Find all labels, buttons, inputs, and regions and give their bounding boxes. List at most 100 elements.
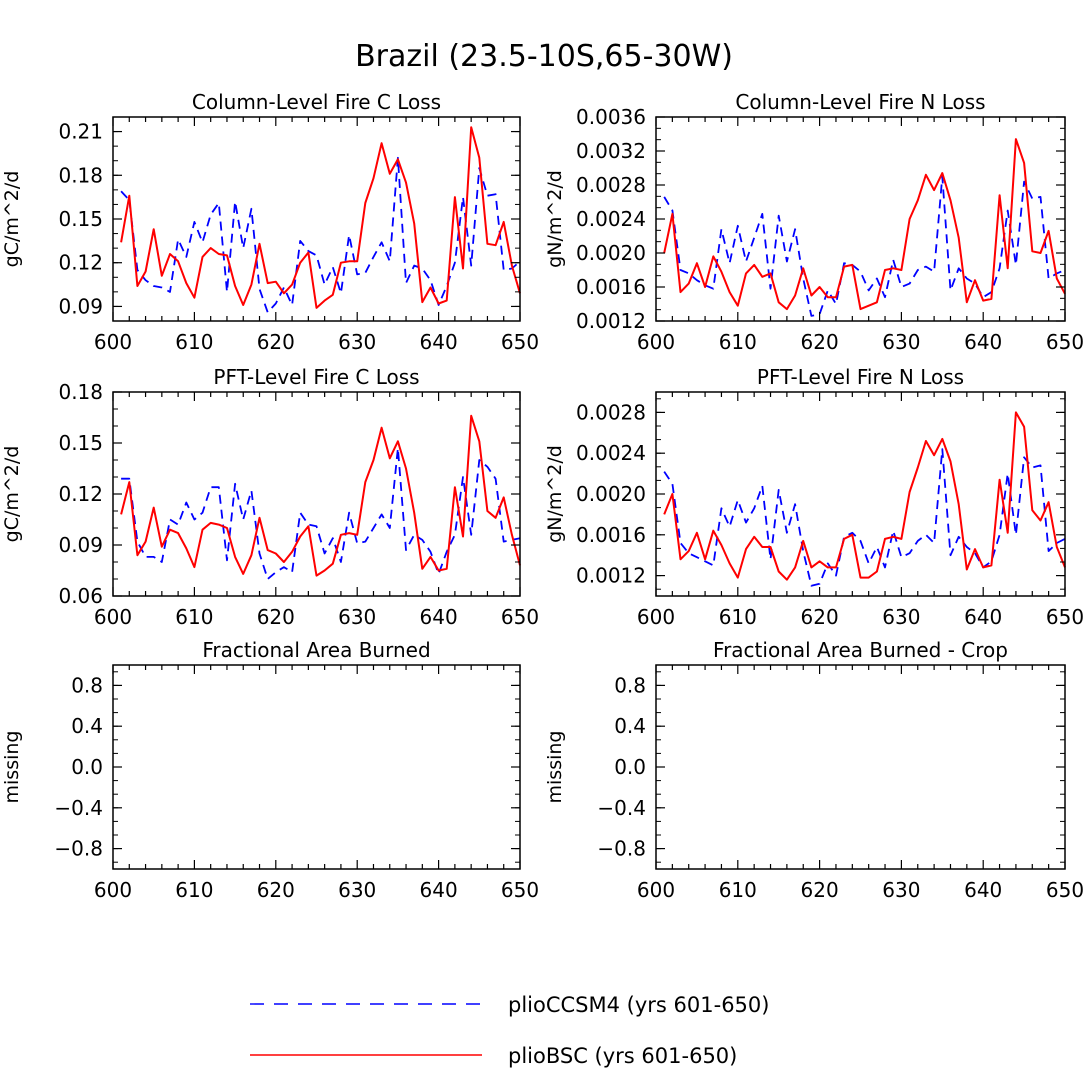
y-tick-label: 0.09 xyxy=(58,533,103,557)
series-line-pliocesm xyxy=(663,175,1066,317)
x-tick-label: 620 xyxy=(801,605,839,629)
x-tick-label: 610 xyxy=(719,878,757,902)
plot-frame xyxy=(112,664,521,870)
x-tick-label: 630 xyxy=(882,878,920,902)
y-tick-label: 0.4 xyxy=(614,714,646,738)
plot-frame xyxy=(655,391,1066,597)
y-tick-label: 0.0 xyxy=(71,755,103,779)
y-tick-label: 0.15 xyxy=(58,431,103,455)
x-tick-label: 600 xyxy=(94,878,132,902)
y-axis-label: gC/m^2/d xyxy=(1,171,23,268)
y-tick-label: 0.06 xyxy=(58,584,103,608)
x-tick-label: 600 xyxy=(94,605,132,629)
x-tick-label: 640 xyxy=(964,605,1002,629)
x-tick-label: 630 xyxy=(882,605,920,629)
x-tick-label: 650 xyxy=(501,330,539,354)
chart-panel-1: Column-Level Fire N Loss 600 610 620 630 640 6… xyxy=(544,90,1084,354)
x-tick-label: 620 xyxy=(257,878,295,902)
series-line-pliocesm xyxy=(121,447,521,580)
y-tick-label: 0.0028 xyxy=(576,173,646,197)
x-tick-label: 650 xyxy=(1046,605,1084,629)
y-tick-label: 0.12 xyxy=(58,251,103,275)
panel-title: PFT-Level Fire N Loss xyxy=(757,365,964,389)
x-tick-label: 620 xyxy=(801,330,839,354)
y-tick-label: 0.8 xyxy=(71,673,103,697)
x-tick-label: 650 xyxy=(1046,878,1084,902)
series-line-pliobsc xyxy=(120,414,521,577)
y-tick-label: 0.0028 xyxy=(576,400,646,424)
plot-frame xyxy=(655,664,1066,870)
y-tick-label: 0.0 xyxy=(614,755,646,779)
panel-title: Column-Level Fire N Loss xyxy=(735,90,985,114)
chart-panel-3: PFT-Level Fire N Loss 600 610 620 630 640 650 0… xyxy=(544,365,1084,629)
plot-frame xyxy=(655,116,1066,322)
legend-label-pliobsc: plioBSC (yrs 601-650) xyxy=(508,1044,737,1068)
x-tick-label: 610 xyxy=(175,605,213,629)
legend: plioCCSM4 (yrs 601-650) plioBSC (yrs 601… xyxy=(250,993,769,1068)
y-tick-label: −0.4 xyxy=(54,796,103,820)
chart-panel-5: Fractional Area Burned - Crop 600 610 620 63… xyxy=(544,638,1084,902)
y-tick-label: 0.21 xyxy=(58,120,103,144)
y-tick-label: 0.0016 xyxy=(576,523,646,547)
x-tick-label: 650 xyxy=(501,878,539,902)
y-tick-label: 0.8 xyxy=(614,673,646,697)
y-tick-label: 0.0036 xyxy=(576,105,646,129)
x-tick-label: 640 xyxy=(420,330,458,354)
x-tick-label: 610 xyxy=(175,878,213,902)
x-tick-label: 620 xyxy=(257,330,295,354)
y-tick-label: 0.18 xyxy=(58,163,103,187)
x-tick-label: 600 xyxy=(637,878,675,902)
x-tick-label: 620 xyxy=(801,878,839,902)
series-line-pliocesm xyxy=(663,448,1066,587)
panels: Column-Level Fire C Loss 600 610 620 630 640 6… xyxy=(1,90,1084,902)
y-tick-label: 0.0012 xyxy=(576,309,646,333)
series-line-pliobsc xyxy=(120,126,521,309)
y-tick-label: 0.0020 xyxy=(576,241,646,265)
y-tick-label: 0.0032 xyxy=(576,139,646,163)
y-tick-label: 0.0020 xyxy=(576,482,646,506)
y-axis-label: missing xyxy=(1,731,23,804)
panel-title: Column-Level Fire C Loss xyxy=(192,90,441,114)
y-tick-label: 0.4 xyxy=(71,714,103,738)
x-tick-label: 610 xyxy=(175,330,213,354)
x-tick-label: 610 xyxy=(719,605,757,629)
y-tick-label: 0.15 xyxy=(58,207,103,231)
x-tick-label: 630 xyxy=(882,330,920,354)
x-tick-label: 600 xyxy=(94,330,132,354)
y-tick-label: −0.8 xyxy=(54,837,103,861)
legend-label-pliocesm: plioCCSM4 (yrs 601-650) xyxy=(508,993,769,1017)
plot-frame xyxy=(112,116,521,322)
chart-panel-4: Fractional Area Burned 600 610 620 630 640 650… xyxy=(1,638,539,902)
y-axis-label: gN/m^2/d xyxy=(544,170,566,268)
x-tick-label: 640 xyxy=(420,878,458,902)
y-tick-label: −0.4 xyxy=(597,796,646,820)
series-line-pliobsc xyxy=(663,138,1066,311)
series-line-pliocesm xyxy=(120,156,521,314)
y-axis-label: gC/m^2/d xyxy=(1,446,23,543)
x-tick-label: 600 xyxy=(637,605,675,629)
x-tick-label: 640 xyxy=(420,605,458,629)
y-axis-label: gN/m^2/d xyxy=(544,445,566,543)
panel-title: PFT-Level Fire C Loss xyxy=(213,365,419,389)
y-tick-label: −0.8 xyxy=(597,837,646,861)
x-tick-label: 630 xyxy=(338,605,376,629)
chart-panel-0: Column-Level Fire C Loss 600 610 620 630 640 6… xyxy=(1,90,539,354)
y-tick-label: 0.0016 xyxy=(576,275,646,299)
y-axis-label: missing xyxy=(544,731,566,804)
x-tick-label: 610 xyxy=(719,330,757,354)
panel-title: Fractional Area Burned xyxy=(202,638,430,662)
y-tick-label: 0.18 xyxy=(58,380,103,404)
x-tick-label: 600 xyxy=(637,330,675,354)
chart-panel-2: PFT-Level Fire C Loss 600 610 620 630 640 650 0… xyxy=(1,365,539,629)
y-tick-label: 0.12 xyxy=(58,482,103,506)
x-tick-label: 640 xyxy=(964,878,1002,902)
figure-title: Brazil (23.5-10S,65-30W) xyxy=(355,39,733,74)
x-tick-label: 650 xyxy=(501,605,539,629)
x-tick-label: 630 xyxy=(338,330,376,354)
x-tick-label: 630 xyxy=(338,878,376,902)
panel-title: Fractional Area Burned - Crop xyxy=(713,638,1008,662)
x-tick-label: 650 xyxy=(1046,330,1084,354)
y-tick-label: 0.0012 xyxy=(576,564,646,588)
y-tick-label: 0.0024 xyxy=(576,207,646,231)
